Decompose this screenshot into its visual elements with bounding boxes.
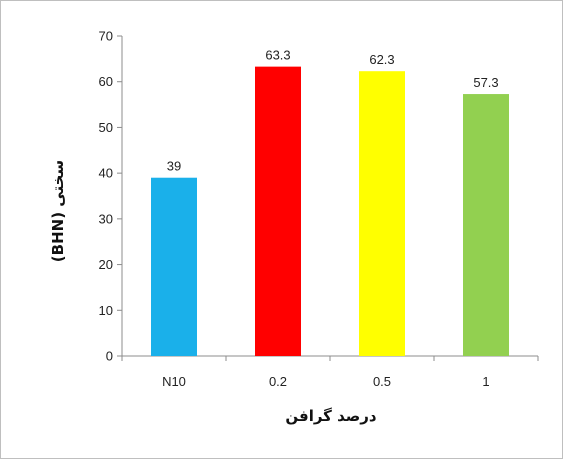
data-label: 39 (167, 159, 181, 174)
y-tick-label: 20 (99, 257, 113, 272)
bar-1 (463, 94, 509, 357)
x-tick-label: 1 (482, 374, 489, 389)
y-axis-title: سختی (BHN) (49, 160, 67, 262)
y-tick-label: 60 (99, 74, 113, 89)
bar-0.2 (255, 66, 301, 356)
y-tick-label: 0 (106, 349, 113, 364)
y-tick-label: 30 (99, 211, 113, 226)
data-label: 57.3 (473, 75, 498, 90)
y-tick-label: 40 (99, 166, 113, 181)
bar-N10 (151, 177, 197, 356)
bar-0.5 (359, 71, 405, 356)
bars (151, 66, 509, 357)
data-label: 62.3 (369, 52, 394, 67)
y-tick-label: 10 (99, 303, 113, 318)
x-tick-label: N10 (162, 374, 186, 389)
x-axis-title: درصد گرافن (285, 407, 377, 425)
x-tick-label: 0.2 (269, 374, 287, 389)
y-tick-labels: 0 10 20 30 40 50 60 70 (99, 29, 113, 364)
y-tick-label: 50 (99, 120, 113, 135)
x-tick-label: 0.5 (373, 374, 391, 389)
data-labels: 39 63.3 62.3 57.3 (167, 48, 499, 174)
x-tick-labels: N10 0.2 0.5 1 (162, 374, 490, 389)
y-tick-label: 70 (99, 29, 113, 44)
data-label: 63.3 (265, 48, 290, 63)
